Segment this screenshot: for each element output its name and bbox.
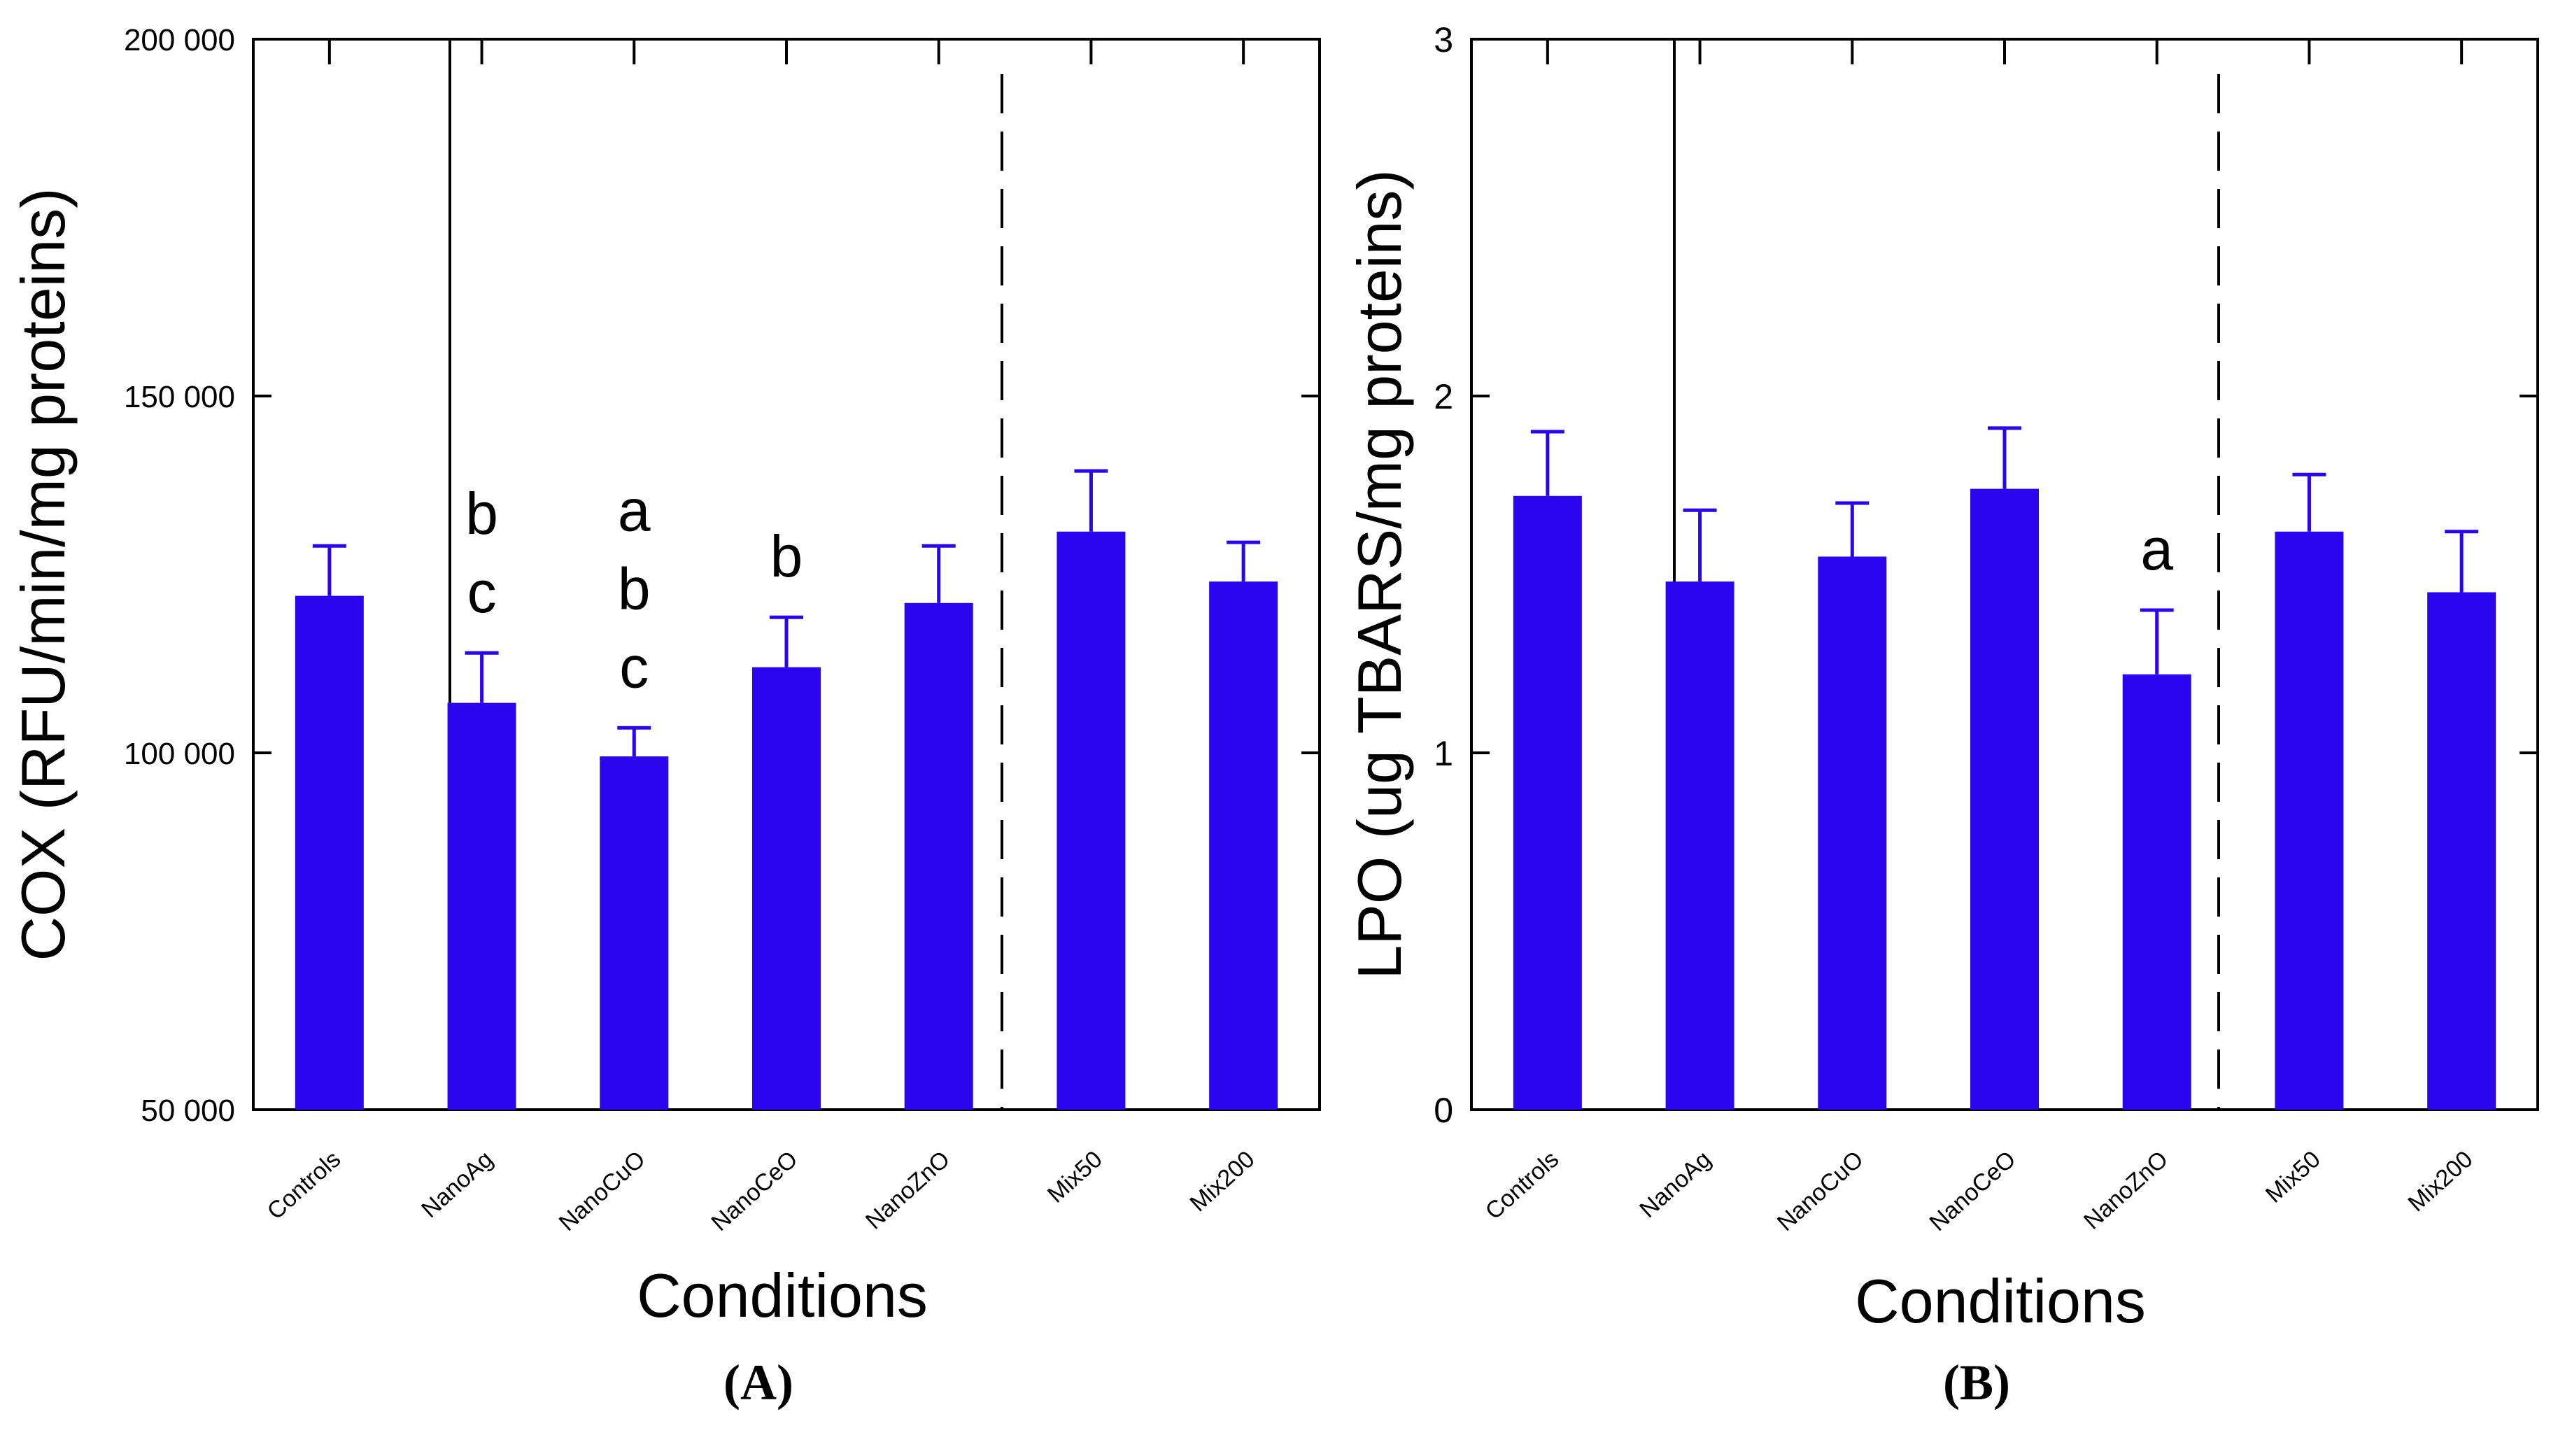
x-tick-label-mix200: Mix200 [2403, 1146, 2478, 1217]
significance-letter: c [619, 634, 649, 700]
bar-nanoag [447, 702, 516, 1110]
x-tick-label-nanocuo: NanoCuO [1772, 1146, 1869, 1236]
panel-label: (B) [1943, 1355, 2010, 1411]
x-tick-label-nanoceo: NanoCeO [707, 1146, 803, 1236]
x-axis-label: Conditions [637, 1261, 928, 1330]
significance-letter: a [618, 477, 651, 543]
bar-mix50 [2275, 531, 2344, 1110]
significance-letter: c [467, 559, 497, 625]
x-tick-label-nanoag: NanoAg [416, 1146, 498, 1223]
x-tick-label-controls: Controls [1481, 1146, 1564, 1225]
bar-mix200 [1209, 581, 1278, 1110]
bar-controls [1513, 495, 1582, 1110]
y-tick-label: 200 000 [124, 23, 235, 57]
y-tick-label: 50 000 [141, 1094, 235, 1128]
bar-nanozno [2122, 674, 2191, 1110]
bar-nanoceo [752, 667, 821, 1110]
x-tick-label-nanocuo: NanoCuO [554, 1146, 651, 1236]
significance-letter: b [618, 556, 651, 621]
bar-nanoag [1665, 581, 1734, 1110]
y-axis-label: LPO (ug TBARS/mg proteins) [1345, 169, 1414, 980]
bar-mix200 [2427, 592, 2496, 1110]
x-tick-label-mix50: Mix50 [2261, 1146, 2326, 1208]
y-tick-label: 1 [1434, 734, 1453, 773]
x-tick-label-nanozno: NanoZnO [861, 1146, 955, 1235]
bar-controls [295, 595, 364, 1110]
y-tick-label: 2 [1434, 377, 1453, 416]
bar-nanocuo [600, 756, 669, 1110]
significance-letter: a [2140, 516, 2173, 582]
x-tick-label-controls: Controls [262, 1146, 346, 1225]
x-tick-label-mix50: Mix50 [1043, 1146, 1108, 1208]
x-tick-label-nanoag: NanoAg [1634, 1146, 1716, 1223]
x-tick-label-mix200: Mix200 [1185, 1146, 1260, 1217]
x-tick-label-nanoceo: NanoCeO [1925, 1146, 2021, 1236]
panel-label: (A) [723, 1355, 793, 1411]
y-tick-label: 150 000 [124, 380, 235, 414]
y-tick-label: 3 [1434, 20, 1453, 59]
significance-letter: b [465, 481, 498, 546]
bar-mix50 [1057, 531, 1126, 1110]
bar-nanocuo [1818, 556, 1887, 1110]
y-axis-label: COX (RFU/min/mg proteins) [8, 188, 78, 961]
bar-nanozno [904, 602, 973, 1110]
bar-nanoceo [1970, 488, 2039, 1110]
significance-letter: b [770, 523, 803, 589]
y-tick-label: 100 000 [124, 737, 235, 771]
y-tick-label: 0 [1434, 1091, 1453, 1130]
chart-panel-b: 0 1 2 3 Controls NanoAg NanoCuO NanoCeO a NanoZnO… [1345, 20, 2539, 1411]
x-axis-label: Conditions [1855, 1266, 2146, 1336]
x-tick-label-nanozno: NanoZnO [2079, 1146, 2173, 1235]
